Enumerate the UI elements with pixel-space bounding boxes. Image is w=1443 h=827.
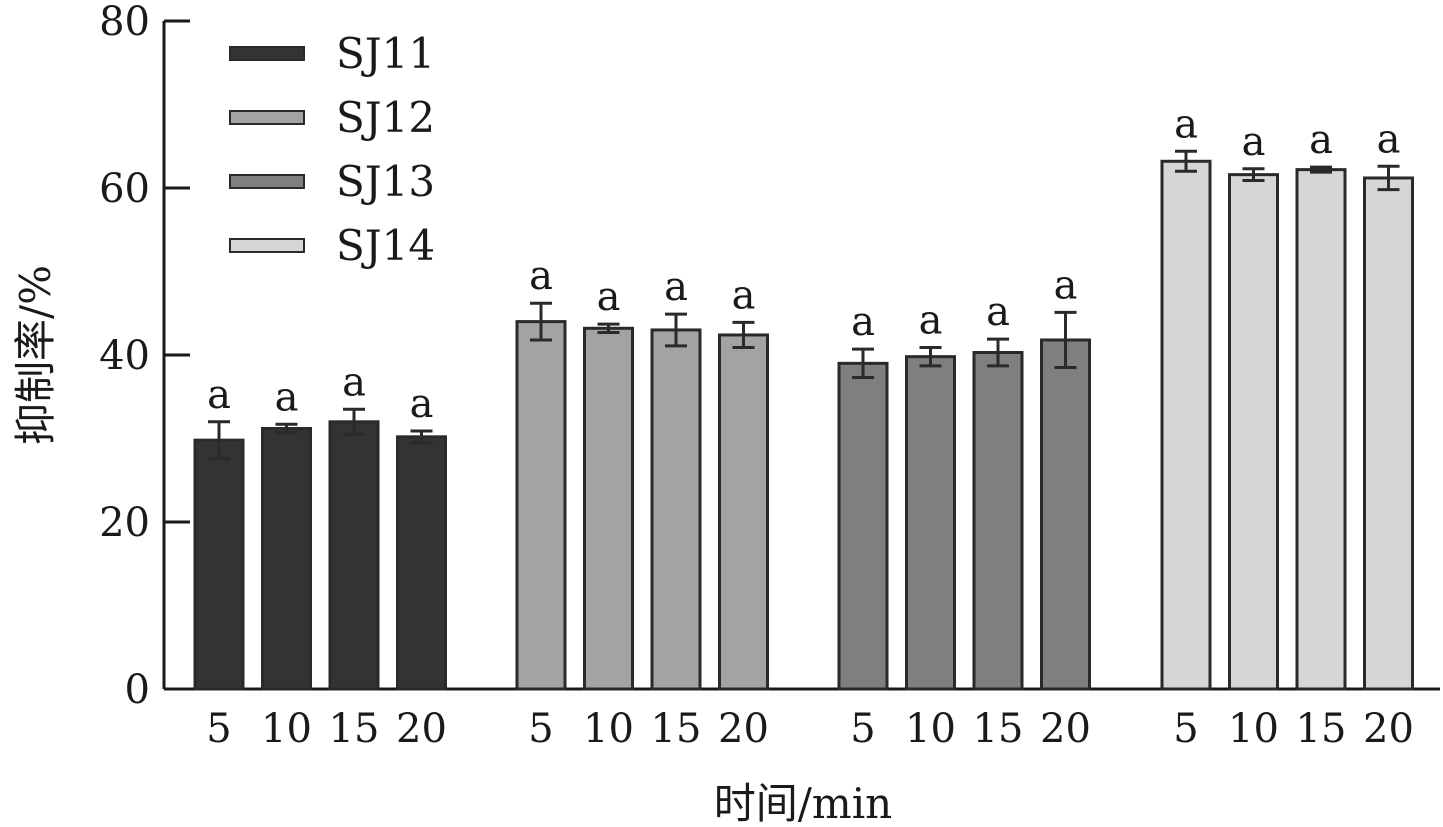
x-tick-label: 15 [973,706,1024,752]
legend-label: SJ11 [336,29,435,78]
error-bar [208,420,230,461]
significance-label: a [207,372,231,418]
x-tick-label: 10 [261,706,312,752]
x-tick-label: 10 [905,706,956,752]
significance-label: a [732,272,756,318]
legend-label: SJ14 [336,221,435,270]
bar-SJ14-5 [1160,159,1212,691]
y-tick-label: 80 [99,0,150,45]
error-bar [597,322,620,334]
x-tick-label: 5 [206,706,231,752]
bar-SJ13-5 [837,361,889,691]
legend-item-SJ11: SJ11 [229,29,435,78]
series-SJ13: a a aa [837,262,1091,691]
bar-SJ13-15 [972,350,1024,691]
significance-label: a [919,297,943,343]
legend: SJ11 SJ12 SJ13 SJ14 [229,29,435,270]
error-bar [1054,310,1077,370]
x-tick-label: 20 [396,706,447,752]
x-axis-title: 时间/min [714,779,892,827]
error-bar [1377,164,1400,192]
y-axis: 0 20 40 60 80 [99,0,190,713]
error-bar [343,407,365,436]
significance-label: a [1174,101,1198,147]
bar-SJ11-20 [396,435,447,691]
error-bar [530,301,552,342]
x-tick-label: 15 [651,706,702,752]
bar-SJ11-10 [261,426,312,691]
error-bar [987,337,1009,368]
x-tick-label: 20 [718,706,769,752]
bar-SJ12-20 [718,333,769,691]
legend-item-SJ14: SJ14 [229,221,435,270]
bar-SJ14-15 [1295,168,1347,691]
legend-item-SJ12: SJ12 [229,93,435,142]
error-bar [1175,149,1197,173]
x-tick-label: 10 [1228,706,1279,752]
bar-SJ14-20 [1363,176,1414,691]
error-bar [732,320,755,349]
legend-swatch [229,46,305,61]
x-tick-label: 10 [583,706,634,752]
legend-swatch [229,238,305,253]
legend-item-SJ13: SJ13 [229,157,435,206]
error-bar [1310,165,1332,174]
significance-label: a [1309,117,1333,163]
legend-label: SJ13 [336,157,435,206]
x-tick-label: 15 [329,706,380,752]
y-axis-title: 抑制率/% [11,265,60,445]
bar-SJ12-15 [650,328,702,691]
error-bar [1242,167,1265,182]
significance-label: a [1377,116,1401,162]
significance-label: a [986,289,1010,335]
x-tick-label: 20 [1363,706,1414,752]
y-tick-label: 60 [99,166,150,212]
bars-layer: a a a aa a a aa a aaa a a a [193,101,1414,691]
bar-SJ13-20 [1040,338,1091,691]
legend-swatch [229,174,305,189]
error-bar [919,345,942,368]
error-bar [275,422,298,435]
significance-label: a [410,381,434,427]
bar-SJ11-15 [328,420,380,691]
significance-label: a [529,253,553,299]
legend-label: SJ12 [336,93,435,142]
x-tick-label: 20 [1040,706,1091,752]
y-tick-label: 0 [125,667,150,713]
bar-SJ13-10 [905,355,956,691]
significance-label: a [342,359,366,405]
y-tick-label: 40 [99,333,150,379]
x-tick-label: 5 [1173,706,1198,752]
x-tick-label: 5 [850,706,875,752]
error-bar [852,347,874,380]
bar-SJ11-5 [193,438,245,691]
error-bar [410,429,433,445]
x-tick-label: 15 [1296,706,1347,752]
bar-SJ14-10 [1228,173,1279,691]
significance-label: a [1054,262,1078,308]
significance-label: a [275,374,299,420]
bar-SJ12-10 [583,326,634,691]
significance-label: a [664,264,688,310]
significance-label: a [851,299,875,345]
error-bar [665,312,687,348]
x-tick-label: 5 [528,706,553,752]
significance-label: a [1242,119,1266,165]
legend-swatch [229,110,305,125]
significance-label: a [597,274,621,320]
y-tick-label: 20 [99,500,150,546]
x-axis: 5 10 15 20 5 10 15 20 5 10 15 20 5 10 15 20 [164,663,1440,752]
bar-SJ12-5 [515,320,567,691]
